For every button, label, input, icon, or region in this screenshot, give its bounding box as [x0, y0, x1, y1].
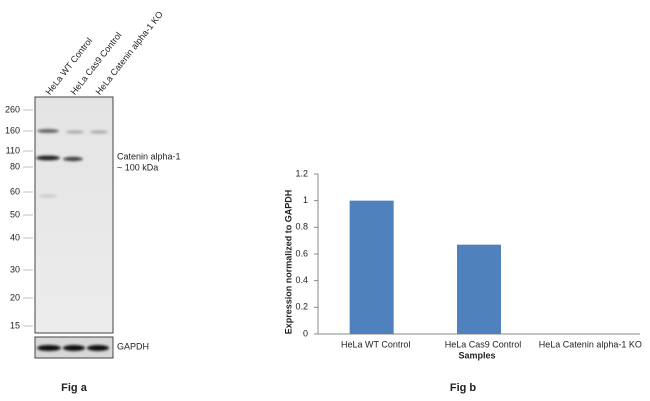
marker-label: 30: [10, 264, 20, 274]
caption: Fig b: [450, 382, 477, 394]
marker-label: 60: [10, 186, 20, 196]
x-tick-label: HeLa WT Control: [341, 339, 410, 349]
marker-label: 40: [10, 232, 20, 242]
marker-label: 20: [10, 292, 20, 302]
marker-label: 110: [6, 145, 20, 155]
marker-label: 80: [10, 161, 20, 171]
marker-label: 160: [5, 125, 20, 135]
y-tick-label: 0.6: [295, 248, 308, 258]
marker-label: 15: [10, 320, 20, 330]
marker-label: 260: [5, 104, 20, 114]
band-size: ~ 100 kDa: [117, 162, 158, 172]
gapdh-bands: [37, 345, 109, 351]
y-tick-label: 0.4: [295, 275, 308, 285]
y-tick-label: 0.2: [295, 302, 308, 312]
x-tick-label: HeLa Cas9 Control: [445, 339, 522, 349]
bar: [349, 200, 394, 334]
blot-bands: [36, 129, 108, 198]
y-tick-label: 0.8: [295, 222, 308, 232]
y-tick-label: 1.2: [295, 168, 308, 178]
band-label: Catenin alpha-1: [117, 151, 181, 161]
marker-label: 50: [10, 209, 20, 219]
y-axis-title: Expression normalized to GAPDH: [283, 190, 293, 335]
caption: Fig a: [61, 382, 88, 394]
x-tick-label: HeLa Catenin alpha-1 KO: [539, 339, 642, 349]
loading-label: GAPDH: [117, 341, 149, 351]
y-tick-label: 1: [303, 195, 308, 205]
x-axis-title: Samples: [458, 350, 495, 360]
blot-panel: [34, 96, 114, 334]
bar: [457, 244, 501, 334]
y-tick-label: 0: [303, 328, 308, 338]
